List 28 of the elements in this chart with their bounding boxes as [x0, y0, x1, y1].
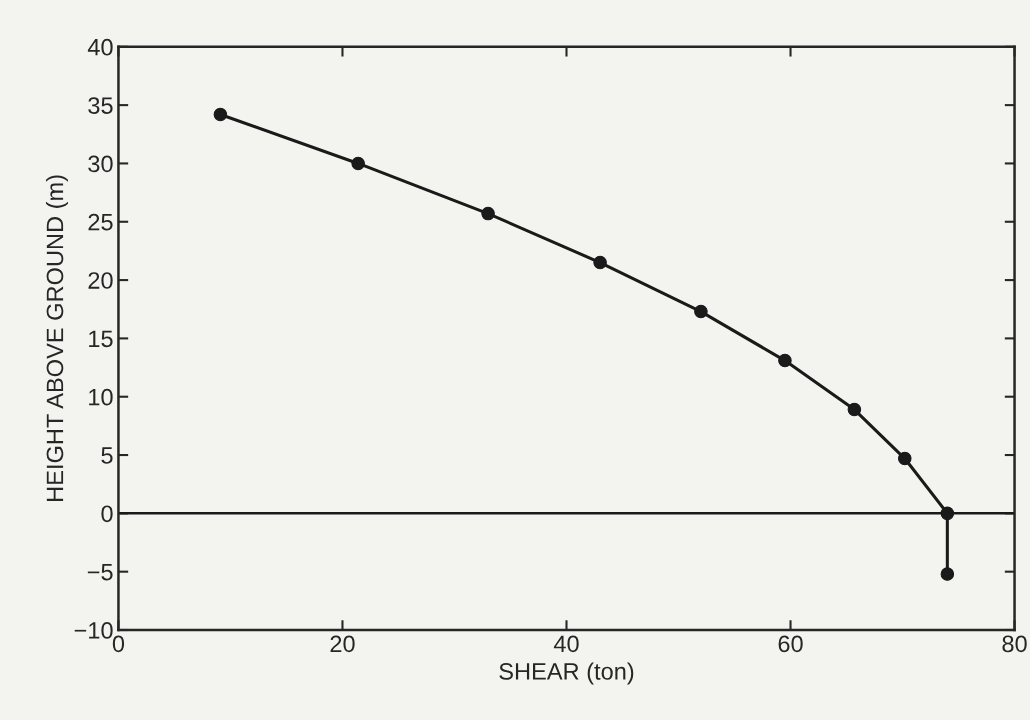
y-tick-label: 20	[88, 272, 113, 289]
point	[481, 206, 495, 221]
y-tick-label: 10	[89, 388, 113, 406]
y-tick-label: 40	[87, 38, 113, 56]
point	[898, 451, 912, 466]
y-tick-label: −10	[74, 622, 113, 639]
x-tick-label: 40	[553, 635, 579, 653]
y-axis-title: HEIGHT ABOVE GROUND (m)	[45, 175, 68, 501]
point	[940, 506, 955, 521]
point	[847, 402, 862, 417]
x-tick-label: 0	[112, 635, 125, 653]
y-tick-label: 0	[101, 505, 113, 523]
point	[694, 304, 708, 319]
point	[940, 567, 955, 581]
point	[351, 156, 365, 171]
point	[213, 107, 228, 122]
x-tick-label: 20	[330, 635, 355, 653]
y-tick-label: 35	[88, 97, 113, 114]
y-tick-label: −5	[87, 563, 113, 581]
y-tick-label: 25	[88, 213, 113, 231]
point	[593, 255, 607, 270]
point	[778, 353, 792, 368]
x-tick-label: 60	[778, 635, 803, 653]
y-tick-label: 15	[89, 330, 113, 348]
y-tick-label: 30	[88, 155, 113, 173]
x-tick-label: 80	[1002, 635, 1027, 653]
y-tick-label: 5	[101, 447, 113, 464]
x-axis-title: SHEAR (ton)	[499, 662, 634, 685]
